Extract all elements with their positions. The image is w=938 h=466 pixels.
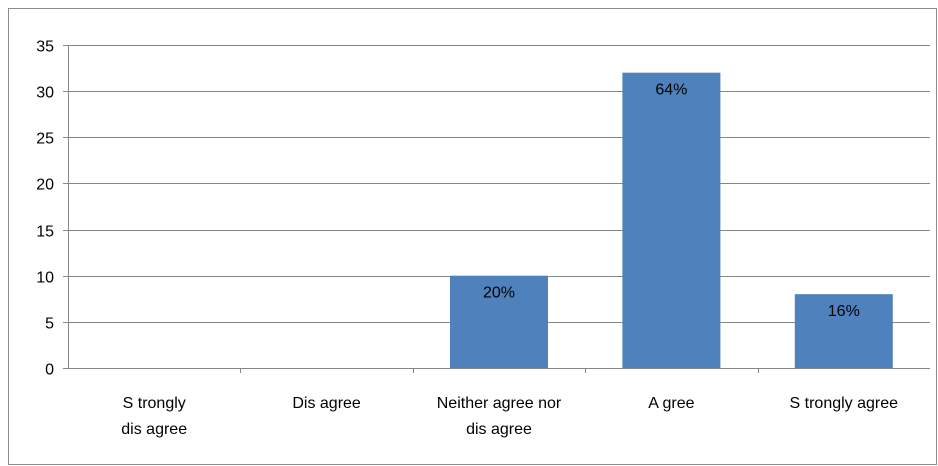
bars bbox=[450, 72, 893, 368]
x-category-label-2: Neither agree nor dis agree bbox=[437, 395, 562, 438]
y-tick-labels: 0 5 10 15 20 25 30 35 bbox=[36, 39, 54, 379]
y-tick-label: 35 bbox=[36, 39, 54, 56]
y-tick-label: 20 bbox=[36, 177, 54, 194]
bar-3 bbox=[622, 72, 721, 368]
bar-4 bbox=[794, 294, 893, 368]
y-tick-label: 10 bbox=[36, 270, 54, 287]
data-labels: 20% 64% 16% bbox=[483, 82, 860, 320]
x-category-label-line: S trongly agree bbox=[790, 395, 899, 412]
data-label-2: 20% bbox=[483, 285, 515, 302]
y-tick-label: 15 bbox=[36, 224, 54, 241]
data-label-3: 64% bbox=[655, 82, 687, 99]
y-tick-label: 25 bbox=[36, 131, 54, 148]
x-category-label-line: A gree bbox=[648, 395, 694, 412]
x-category-label-line: Neither agree nor bbox=[437, 395, 562, 412]
chart-frame bbox=[8, 8, 937, 465]
x-category-label-line: dis agree bbox=[121, 421, 187, 438]
data-label-4: 16% bbox=[828, 303, 860, 320]
x-category-label-0: S trongly dis agree bbox=[121, 395, 187, 438]
y-tick-label: 5 bbox=[45, 316, 54, 333]
x-category-labels: S trongly dis agree Dis agree Neither agree… bbox=[121, 395, 898, 438]
x-category-label-4: S trongly agree bbox=[790, 395, 899, 412]
bar-2 bbox=[450, 275, 548, 368]
axes bbox=[63, 45, 930, 373]
x-category-label-line: Dis agree bbox=[292, 395, 361, 412]
x-category-label-line: dis agree bbox=[466, 421, 532, 438]
x-category-label-1: Dis agree bbox=[292, 395, 361, 412]
gridlines bbox=[68, 45, 930, 323]
y-tick-label: 30 bbox=[36, 85, 54, 102]
x-category-label-3: A gree bbox=[648, 395, 694, 412]
x-category-label-line: S trongly bbox=[123, 395, 186, 412]
y-tick-label: 0 bbox=[45, 362, 54, 379]
